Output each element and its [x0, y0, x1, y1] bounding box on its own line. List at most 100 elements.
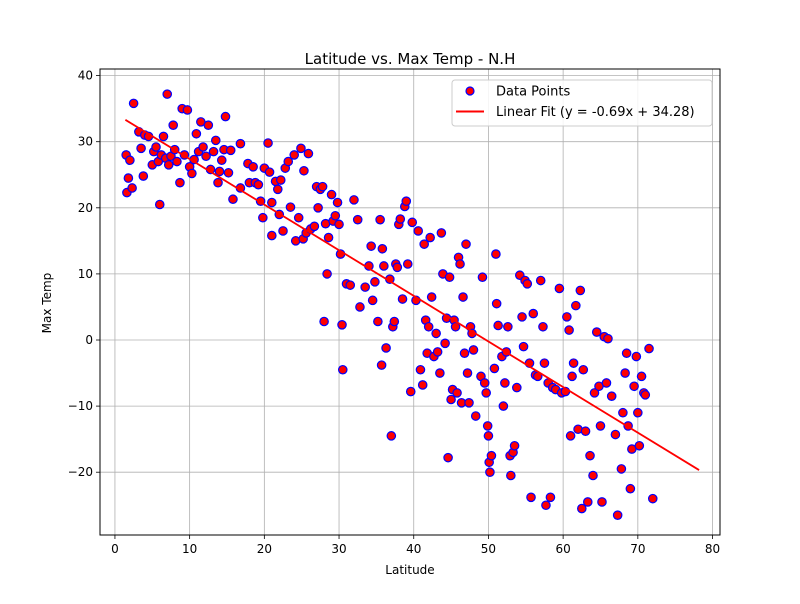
- legend: Data Points Linear Fit (y = -0.69x + 34.…: [451, 79, 713, 127]
- data-point: [322, 269, 332, 279]
- data-point: [198, 142, 208, 152]
- data-point: [535, 275, 546, 286]
- data-point: [128, 98, 139, 109]
- x-tick-label: 0: [111, 542, 119, 556]
- data-point: [203, 120, 214, 130]
- x-tick-label: 30: [331, 542, 346, 556]
- data-point: [568, 358, 579, 368]
- data-point: [285, 202, 296, 212]
- data-point: [482, 421, 493, 431]
- x-tick-label: 50: [481, 542, 496, 556]
- data-point: [275, 175, 286, 185]
- data-point: [612, 510, 623, 520]
- data-point: [326, 189, 337, 200]
- data-point: [337, 364, 348, 375]
- data-point: [571, 300, 581, 311]
- data-point: [373, 316, 383, 327]
- x-axis-ticks: 0 10 20 30 40 50 60 70 80: [111, 535, 720, 556]
- data-point: [419, 239, 429, 249]
- data-point: [595, 421, 606, 431]
- data-point: [481, 388, 491, 398]
- data-point: [360, 282, 370, 292]
- data-point: [491, 298, 502, 309]
- data-point: [634, 440, 645, 451]
- data-point: [370, 277, 380, 287]
- data-point: [413, 226, 424, 236]
- data-point: [407, 217, 418, 228]
- data-point: [220, 111, 231, 122]
- data-point: [591, 327, 602, 337]
- data-point: [258, 212, 268, 223]
- data-point: [479, 378, 490, 388]
- data-point: [402, 259, 413, 269]
- data-point: [125, 155, 135, 166]
- data-point: [228, 194, 238, 205]
- data-point: [629, 381, 639, 392]
- data-point: [345, 280, 356, 290]
- data-point: [431, 328, 441, 339]
- axes-frame: [99, 68, 721, 536]
- data-point: [267, 230, 277, 241]
- data-point: [379, 261, 389, 271]
- linear-fit-line: [124, 119, 700, 471]
- data-point: [163, 160, 174, 170]
- data-point: [248, 162, 258, 172]
- data-point: [541, 500, 551, 511]
- data-point: [435, 368, 445, 378]
- data-point: [187, 168, 197, 179]
- data-point: [389, 316, 400, 327]
- data-point: [618, 407, 628, 418]
- data-point: [330, 210, 341, 221]
- data-point: [518, 341, 529, 352]
- data-point: [486, 450, 497, 461]
- x-tick-label: 70: [630, 542, 645, 556]
- data-point: [317, 181, 328, 192]
- y-axis-ticks: −20 −10 0 10 20 30 40: [68, 69, 100, 479]
- data-point: [425, 232, 435, 243]
- data-point: [168, 120, 179, 130]
- data-point: [376, 360, 387, 370]
- y-tick-label: −10: [68, 399, 93, 413]
- data-point: [461, 239, 471, 249]
- y-tick-label: 20: [78, 201, 93, 215]
- data-point: [621, 348, 632, 359]
- data-point: [223, 167, 234, 178]
- data-point: [644, 343, 654, 354]
- data-point: [158, 131, 169, 142]
- data-point: [136, 143, 146, 154]
- x-axis-label: Latitude: [385, 563, 434, 577]
- data-point: [293, 212, 304, 223]
- data-point: [426, 292, 437, 302]
- data-point: [272, 184, 283, 195]
- data-point: [610, 429, 621, 440]
- data-point: [366, 241, 376, 251]
- data-point: [289, 150, 300, 160]
- data-point: [554, 283, 565, 294]
- data-point: [210, 135, 221, 146]
- data-point: [450, 321, 461, 332]
- data-point: [616, 464, 627, 474]
- data-point: [313, 203, 323, 213]
- data-point: [191, 128, 202, 139]
- chart-title: Latitude vs. Max Temp - N.H: [305, 50, 516, 68]
- data-point: [538, 321, 548, 332]
- y-tick-label: 40: [78, 69, 93, 83]
- data-point: [464, 398, 474, 408]
- data-point: [578, 364, 589, 375]
- data-point: [375, 214, 385, 225]
- data-point: [216, 155, 227, 166]
- data-point: [172, 156, 182, 167]
- data-point: [601, 378, 612, 388]
- data-point: [235, 138, 246, 149]
- legend-label-linear-fit: Linear Fit (y = -0.69x + 34.28): [496, 105, 695, 120]
- data-point: [334, 219, 344, 230]
- data-point: [606, 391, 617, 401]
- data-point: [462, 368, 473, 378]
- data-point: [182, 105, 193, 115]
- data-point: [214, 166, 225, 177]
- data-point: [225, 145, 236, 156]
- data-point: [575, 285, 586, 296]
- data-point: [263, 138, 273, 148]
- data-point: [397, 294, 408, 304]
